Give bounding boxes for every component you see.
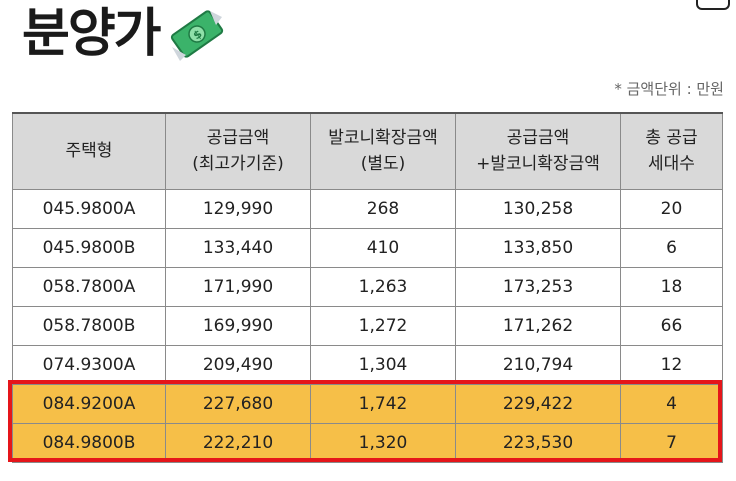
price-table: 주택형 공급금액 (최고가기준) 발코니확장금액 (별도) 공급금액 +발코니확장금액 총 공…	[12, 112, 723, 463]
table-cell: 074.9300A	[12, 344, 166, 385]
table-cell: 084.9200A	[12, 383, 166, 424]
table-cell: 1,320	[310, 422, 456, 463]
table-cell: 045.9800B	[12, 227, 166, 268]
table-cell: 268	[310, 188, 456, 229]
table-body: 045.9800A 129,990 268 130,258 20 045.9800B 133…	[12, 188, 723, 463]
column-header-line1: 공급금액	[506, 128, 570, 149]
table-cell: 130,258	[455, 188, 621, 229]
table-cell: 058.7800A	[12, 266, 166, 307]
table-cell: 4	[620, 383, 723, 424]
table-cell: 66	[620, 305, 723, 346]
table-cell: 129,990	[165, 188, 311, 229]
table-cell: 210,794	[455, 344, 621, 385]
table-cell: 171,262	[455, 305, 621, 346]
table-cell: 227,680	[165, 383, 311, 424]
column-header-line2: (별도)	[360, 154, 406, 175]
table-cell: 20	[620, 188, 723, 229]
table-cell: 1,742	[310, 383, 456, 424]
table-cell: 222,210	[165, 422, 311, 463]
table-cell: 084.9800B	[12, 422, 166, 463]
table-cell: 1,272	[310, 305, 456, 346]
unit-note: * 금액단위 : 만원	[614, 80, 724, 98]
table-row: 045.9800B 133,440 410 133,850 6	[12, 227, 723, 268]
column-header: 공급금액 (최고가기준)	[165, 112, 311, 190]
corner-ui-fragment	[696, 0, 730, 10]
table-cell: 058.7800B	[12, 305, 166, 346]
column-header-line1: 공급금액	[206, 128, 270, 149]
column-header-line1: 총 공급	[645, 128, 698, 149]
table-row: 084.9800B 222,210 1,320 223,530 7	[12, 422, 723, 463]
table-cell: 410	[310, 227, 456, 268]
money-with-wings-icon: $	[170, 10, 223, 61]
table-cell: 169,990	[165, 305, 311, 346]
column-header-line1: 발코니확장금액	[328, 128, 438, 149]
header-row: 주택형 공급금액 (최고가기준) 발코니확장금액 (별도) 공급금액 +발코니확장금액 총 공…	[12, 112, 723, 190]
column-header-line1: 주택형	[65, 141, 113, 162]
table-row: 074.9300A 209,490 1,304 210,794 12	[12, 344, 723, 385]
page-title: 분양가	[22, 4, 162, 64]
table-cell: 18	[620, 266, 723, 307]
table-cell: 173,253	[455, 266, 621, 307]
table-cell: 209,490	[165, 344, 311, 385]
column-header-line2: +발코니확장금액	[476, 154, 600, 175]
table-cell: 229,422	[455, 383, 621, 424]
column-header: 발코니확장금액 (별도)	[310, 112, 456, 190]
table-cell: 045.9800A	[12, 188, 166, 229]
table-cell: 1,263	[310, 266, 456, 307]
column-header-line2: (최고가기준)	[192, 154, 284, 175]
table-row: 058.7800B 169,990 1,272 171,262 66	[12, 305, 723, 346]
table-cell: 133,850	[455, 227, 621, 268]
table-cell: 6	[620, 227, 723, 268]
title-area: 분양가 $	[22, 2, 228, 66]
table-row: 084.9200A 227,680 1,742 229,422 4	[12, 383, 723, 424]
table-cell: 7	[620, 422, 723, 463]
column-header-line2: 세대수	[648, 154, 695, 175]
table-cell: 133,440	[165, 227, 311, 268]
table-row: 045.9800A 129,990 268 130,258 20	[12, 188, 723, 229]
table-cell: 12	[620, 344, 723, 385]
column-header: 주택형	[12, 112, 166, 190]
table-cell: 171,990	[165, 266, 311, 307]
table-cell: 1,304	[310, 344, 456, 385]
table-cell: 223,530	[455, 422, 621, 463]
column-header: 공급금액 +발코니확장금액	[455, 112, 621, 190]
table-row: 058.7800A 171,990 1,263 173,253 18	[12, 266, 723, 307]
